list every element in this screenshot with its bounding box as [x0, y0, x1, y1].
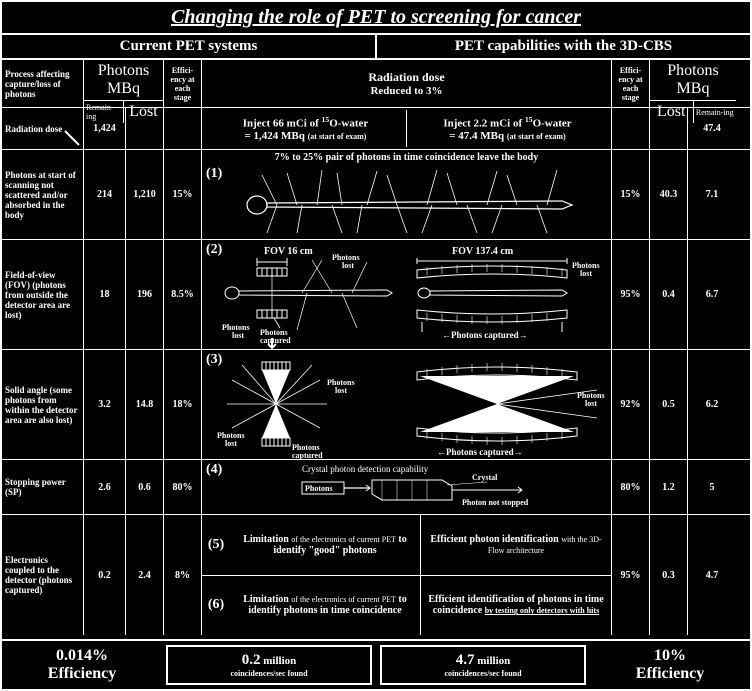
svg-text:←Photons captured→: ←Photons captured→ — [442, 330, 528, 340]
solid-angle-diagram-icon: Photons lost Photons lost Photons captur… — [202, 350, 612, 460]
row-fov: Field-of-view (FOV) (photons from outsid… — [2, 240, 750, 350]
svg-text:lost: lost — [342, 261, 354, 270]
subheader-left: Current PET systems — [2, 35, 377, 58]
hdr-photons-left: Photons MBq Remain-ing Lost — [84, 60, 164, 107]
svg-text:lost: lost — [585, 399, 597, 408]
hdr-eff-left: Effici-ency at each stage — [164, 60, 202, 107]
svg-text:lost: lost — [225, 439, 237, 448]
body-diagram-icon — [202, 165, 612, 235]
svg-text:lost: lost — [580, 269, 592, 278]
diagram-2: (2) FOV 16 cm — [202, 240, 611, 349]
electronics-5-left: Limitation of the electronics of current… — [230, 515, 421, 575]
svg-text:lost: lost — [335, 386, 347, 395]
svg-text:lost: lost — [232, 331, 244, 340]
hdr-photons-right: Photons MBq Lost Remain-ing — [650, 60, 736, 107]
main-table: Process affecting capture/loss of photon… — [2, 60, 750, 639]
diagram-1: 7% to 25% pair of photons in time coinci… — [202, 150, 611, 239]
main-container: Changing the role of PET to screening fo… — [0, 0, 752, 691]
hdr-process: Process affecting capture/loss of photon… — [2, 60, 84, 107]
svg-text:Crystal: Crystal — [472, 473, 498, 482]
efficiency-left: 0.014% Efficiency — [2, 641, 162, 689]
svg-text:Photons: Photons — [305, 484, 333, 493]
coincidences-right: 4.7 million coincidences/sec found — [380, 645, 586, 685]
process-label: Radiation dose — [5, 124, 62, 134]
hdr-eff-right: Effici-ency at each stage — [612, 60, 650, 107]
electronics-6-right: Efficient identification of photons in t… — [421, 576, 611, 636]
row-stopping-power: Stopping power (SP) 2.6 0.6 80% (4) Crys… — [2, 460, 750, 515]
svg-text:captured: captured — [292, 451, 323, 460]
row-solid-angle: Solid angle (some photons from within th… — [2, 350, 750, 460]
row-radiation-dose: Radiation dose 1,424 Inject 66 mCi of 15… — [2, 108, 750, 150]
svg-text:FOV 137.4 cm: FOV 137.4 cm — [452, 246, 514, 257]
inject-right: Inject 2.2 mCi of 15O-water= 47.4 MBq (a… — [407, 110, 608, 147]
stopping-power-diagram-icon: Crystal photon detection capability Phot… — [202, 460, 612, 515]
fov-diagram-icon: FOV 16 cm — [202, 240, 612, 350]
page-title: Changing the role of PET to screening fo… — [2, 2, 750, 35]
electronics-5-right: Efficient photon identification with the… — [421, 515, 611, 575]
electronics-6-left: Limitation of the electronics of current… — [230, 576, 421, 636]
inject-left: Inject 66 mCi of 15O-water= 1,424 MBq (a… — [205, 110, 407, 147]
row-electronics: Electronics coupled to the detector (pho… — [2, 515, 750, 635]
coincidences-left: 0.2 million coincidences/sec found — [166, 645, 372, 685]
diagram-4: (4) Crystal photon detection capability … — [202, 460, 611, 514]
subheader-right: PET capabilities with the 3D-CBS — [377, 35, 750, 58]
header-row: Process affecting capture/loss of photon… — [2, 60, 750, 108]
efficiency-right: 10% Efficiency — [590, 641, 750, 689]
diagram-3: (3) — [202, 350, 611, 459]
row-photons-start: Photons at start of scanning not scatter… — [2, 150, 750, 240]
svg-text:Photon not stopped: Photon not stopped — [462, 498, 529, 507]
subheader: Current PET systems PET capabilities wit… — [2, 35, 750, 60]
footer: 0.014% Efficiency 0.2 million coincidenc… — [2, 639, 750, 689]
svg-text:FOV 16 cm: FOV 16 cm — [264, 246, 313, 257]
svg-text:←Photons captured→: ←Photons captured→ — [437, 447, 523, 457]
svg-text:Crystal photon detection capab: Crystal photon detection capability — [302, 464, 429, 474]
hdr-mid: Radiation dose Reduced to 3% — [202, 60, 612, 107]
